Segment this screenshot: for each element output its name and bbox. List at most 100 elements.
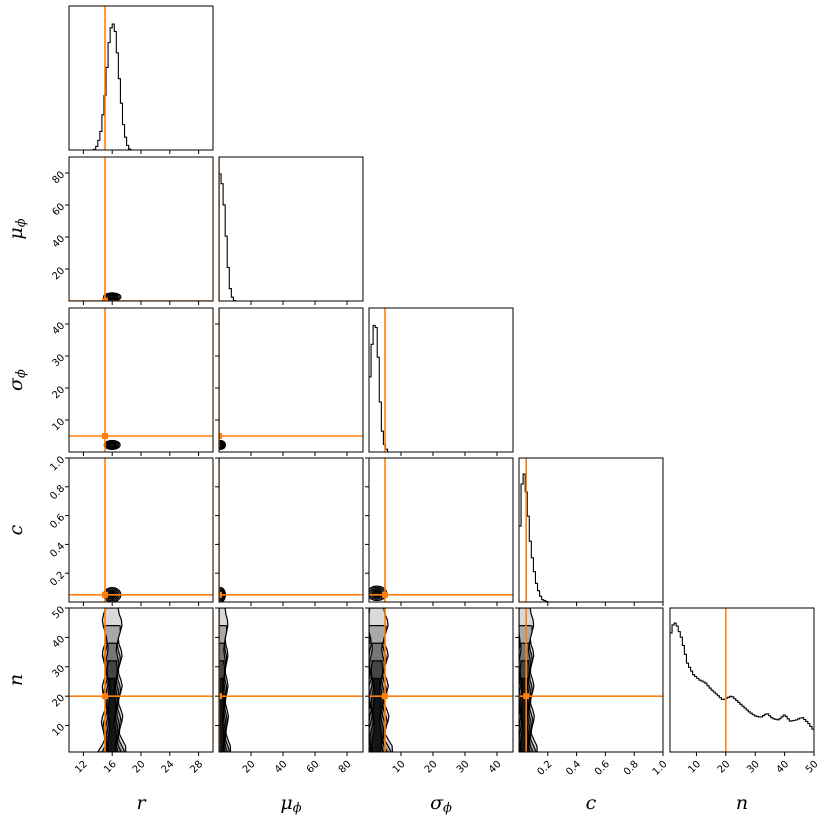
x-tick-label: 60 xyxy=(305,759,322,776)
x-tick-label: 20 xyxy=(716,759,733,776)
panel-content xyxy=(519,458,663,602)
panel-frame xyxy=(218,457,364,603)
panel-sigma-vs-r: 10 20 30 40 xyxy=(50,307,214,456)
x-tick-label: 40 xyxy=(273,759,290,776)
y-tick-label: 0.8 xyxy=(48,483,67,502)
panel-background xyxy=(69,6,213,150)
y-axis-label-mu: μϕ xyxy=(5,218,29,239)
x-tick-label: 10 xyxy=(391,759,408,776)
x-tick-label: 1.0 xyxy=(651,759,670,778)
panel-background xyxy=(369,308,513,452)
x-axis-label-r: r xyxy=(136,792,147,814)
y-axis-label-c: c xyxy=(5,524,27,535)
truth-marker xyxy=(102,298,108,301)
panel-background xyxy=(69,458,213,602)
y-tick-label: 40 xyxy=(50,320,67,337)
y-tick-label: 1.0 xyxy=(48,454,67,473)
panel-background xyxy=(69,157,213,301)
panel-content xyxy=(69,458,213,602)
panel-background xyxy=(69,608,213,752)
truth-marker xyxy=(382,693,388,700)
panel-frame xyxy=(218,307,364,453)
x-tick-label: 0.8 xyxy=(622,759,641,778)
panel-frame xyxy=(218,607,364,753)
panel-n-vs-sigma: 10 20 30 40 xyxy=(365,607,514,776)
truth-marker xyxy=(219,433,222,439)
panel-content xyxy=(369,608,513,752)
panel-r-vs-r xyxy=(68,5,214,154)
density-contour xyxy=(219,442,224,448)
x-tick-label: 40 xyxy=(774,759,791,776)
panel-sigma-vs-sigma xyxy=(368,307,514,456)
panel-sigma-vs-mu xyxy=(215,307,364,456)
panel-content xyxy=(69,6,213,150)
marginal-histogram-r xyxy=(69,23,213,150)
panel-frame xyxy=(368,457,514,603)
panel-n-vs-mu: 20 40 60 80 xyxy=(215,607,364,776)
y-tick-label: 20 xyxy=(50,265,67,282)
x-tick-label: 24 xyxy=(160,759,177,776)
marginal-histogram-n xyxy=(670,622,814,730)
panel-content xyxy=(69,157,213,301)
truth-marker xyxy=(523,693,530,700)
panel-content xyxy=(219,608,363,752)
panel-frame xyxy=(368,607,514,753)
panel-background xyxy=(369,458,513,602)
y-tick-label: 40 xyxy=(50,233,67,250)
panel-background xyxy=(219,458,363,602)
x-tick-label: 20 xyxy=(241,759,258,776)
panel-background xyxy=(219,308,363,452)
panel-background xyxy=(670,608,814,752)
x-axis-label-c: c xyxy=(586,792,597,814)
truth-marker xyxy=(219,693,222,700)
x-tick-label: 0.4 xyxy=(564,759,583,778)
panel-background xyxy=(369,608,513,752)
panel-content xyxy=(369,308,513,452)
y-tick-label: 0.4 xyxy=(48,541,67,560)
panel-mu-vs-r: 20 40 60 80 xyxy=(50,156,214,305)
panel-c-vs-r: 0.2 0.4 0.6 0.8 1.0 xyxy=(48,454,214,606)
x-tick-label: 50 xyxy=(804,759,821,776)
marginal-histogram-sigma xyxy=(369,324,513,452)
x-tick-label: 20 xyxy=(131,759,148,776)
panel-mu-vs-mu xyxy=(218,156,364,305)
panel-c-vs-c xyxy=(518,457,664,606)
y-tick-label: 40 xyxy=(50,634,67,651)
x-tick-label: 10 xyxy=(686,759,703,776)
panel-frame xyxy=(518,457,664,603)
panel-content xyxy=(670,608,814,752)
panel-frame xyxy=(218,156,364,302)
y-tick-label: 20 xyxy=(50,384,67,401)
panel-content xyxy=(219,157,363,301)
x-tick-label: 40 xyxy=(487,759,504,776)
x-tick-label: 80 xyxy=(337,759,354,776)
x-tick-label: 20 xyxy=(423,759,440,776)
panel-n-vs-n: 10 20 30 40 50 xyxy=(669,607,821,776)
panel-frame xyxy=(368,307,514,453)
truth-marker xyxy=(382,591,388,598)
x-axis-label-n: n xyxy=(736,792,748,814)
panel-background xyxy=(519,458,663,602)
x-axis-label-mu: μϕ xyxy=(280,792,301,816)
panel-n-vs-r: 12 16 20 24 28 10 20 30 40 50 xyxy=(50,604,214,776)
y-tick-label: 20 xyxy=(50,693,67,710)
panel-n-vs-c: 0.2 0.4 0.6 0.8 1.0 xyxy=(515,607,670,778)
marginal-histogram-c xyxy=(519,473,663,602)
x-axis-label-sigma: σϕ xyxy=(430,792,452,816)
y-tick-label: 80 xyxy=(50,169,67,186)
panel-content xyxy=(369,458,513,602)
y-tick-label: 30 xyxy=(50,663,67,680)
truth-marker xyxy=(102,591,108,598)
y-tick-label: 10 xyxy=(50,722,67,739)
x-tick-label: 30 xyxy=(745,759,762,776)
y-tick-label: 0.6 xyxy=(48,512,67,531)
y-tick-label: 30 xyxy=(50,352,67,369)
panel-content xyxy=(219,458,363,602)
truth-marker xyxy=(102,693,108,700)
y-tick-label: 60 xyxy=(50,201,67,218)
density-contour xyxy=(109,294,116,300)
x-tick-label: 30 xyxy=(455,759,472,776)
y-tick-label: 50 xyxy=(50,604,67,621)
density-contour xyxy=(109,442,116,448)
